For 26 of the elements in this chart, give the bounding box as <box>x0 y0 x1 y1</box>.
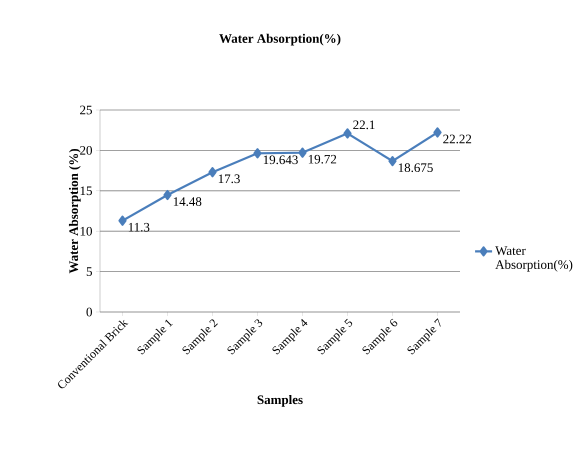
point <box>433 127 442 138</box>
y-tick-label: 20 <box>80 146 92 155</box>
point <box>343 128 352 139</box>
y-tick-label: 5 <box>86 267 92 276</box>
data-label: 14.48 <box>174 197 202 206</box>
chart-title: Water Absorption(%) <box>219 34 340 46</box>
data-label: 22.22 <box>443 134 472 144</box>
data-label: 17.3 <box>218 174 240 184</box>
point <box>298 148 307 158</box>
point <box>253 148 262 158</box>
y-tick-label: 0 <box>86 308 92 316</box>
y-tick-label: 10 <box>80 226 92 236</box>
y-axis-title: Water Absorption (%) <box>68 148 81 274</box>
legend-label: Water Absorption(%) <box>495 246 572 272</box>
point <box>208 167 217 178</box>
point <box>118 216 127 226</box>
point <box>163 190 172 200</box>
y-tick-label: 25 <box>80 106 92 114</box>
x-axis-title: Samples <box>258 395 303 407</box>
data-label: 11.3 <box>128 222 150 232</box>
data-label: 18.675 <box>398 163 433 172</box>
data-label: 19.643 <box>264 155 298 164</box>
data-label: 19.72 <box>308 154 336 164</box>
point <box>388 156 397 166</box>
y-tick-label: 15 <box>80 186 92 196</box>
data-label: 22.1 <box>353 120 375 130</box>
